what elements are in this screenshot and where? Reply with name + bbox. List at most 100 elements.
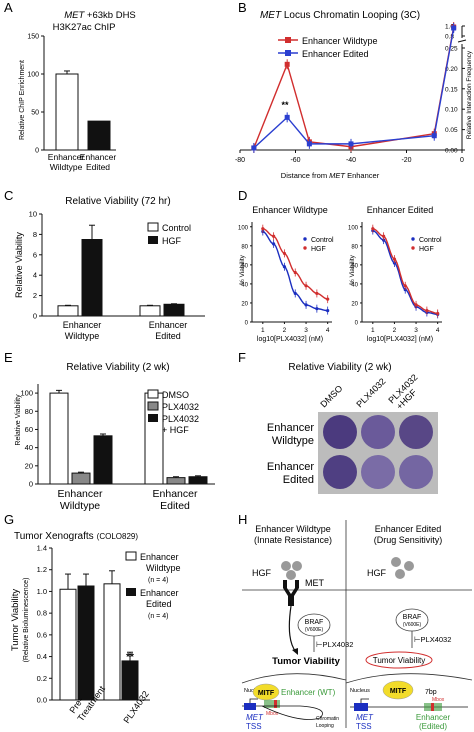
panel-h-enh-edited-2: (Edited) <box>419 722 447 731</box>
panel-g-ytick-label: 1.4 <box>37 544 47 553</box>
panel-g-bar <box>103 583 121 701</box>
nucleus-right <box>345 673 473 684</box>
panel-d-legend-2-control: Control <box>419 237 442 244</box>
panel-a-ytick-label: 50 <box>31 110 39 117</box>
tss-arrow-right <box>360 698 369 703</box>
panel-d-ylabel-1: % Viability <box>239 254 246 285</box>
met-gene-left <box>244 703 256 710</box>
panel-d-ytick-label: 20 <box>351 301 358 307</box>
panel-d-title-2: Enhancer Edited <box>367 205 434 215</box>
panel-a-cat-2-line2: Edited <box>86 162 110 172</box>
panel-g-axes: 0.0 0.2 0.4 0.6 0.8 1.0 1.2 1.4 <box>37 544 150 705</box>
panel-b-legend: Enhancer Wildtype Enhancer Edited <box>278 36 378 59</box>
panel-h-mitf-left: MITF <box>258 690 275 697</box>
panel-h-plx-left: ⊢PLX4032 <box>316 640 353 649</box>
legend-swatch-plx <box>147 401 159 411</box>
panel-f-col-plx: PLX4032 <box>354 376 387 409</box>
panel-d-ytick-label: 0 <box>245 321 249 327</box>
tumor-viability-ring <box>365 651 433 669</box>
panel-g-bar <box>121 660 139 701</box>
plate-well <box>399 455 433 489</box>
chromatin-loop <box>242 705 323 720</box>
panel-c-ytick-label: 6 <box>33 250 37 259</box>
met-signal-arrow <box>288 605 297 653</box>
enhancer-wt-box <box>264 700 280 708</box>
met-signal-arrowhead <box>292 648 298 655</box>
plate-well <box>361 455 395 489</box>
panel-e-ytick-label: 80 <box>25 407 33 416</box>
panel-d-point <box>315 307 319 311</box>
panel-d-xtick-label: 3 <box>304 327 308 334</box>
panel-e-bar <box>93 435 113 485</box>
panel-h: Enhancer Wildtype (Innate Resistance) En… <box>241 520 473 731</box>
panel-h-mitf-right: MITF <box>390 688 407 695</box>
panel-b-series <box>251 22 457 153</box>
panel-d-xlabel-1: log10[PLX4032] (nM) <box>257 336 323 343</box>
panel-d-legend-2-hgf: HGF <box>419 246 434 253</box>
panel-letter-g: G <box>4 512 14 527</box>
tss-arrow-left <box>249 698 258 703</box>
met-gene-right <box>354 703 368 711</box>
panel-a-bar <box>55 73 79 151</box>
panel-b-ytick-label: 1.0 <box>445 24 454 31</box>
panel-g-ytick-label: 0.6 <box>37 630 47 639</box>
panel-c-bars <box>57 224 185 317</box>
panel-e-bar <box>71 472 91 485</box>
panel-d-point <box>436 311 440 316</box>
panel-f-row-2-line2: Edited <box>283 474 314 486</box>
panel-e-group-2-line2: Edited <box>160 500 190 512</box>
panel-e-group-1-line1: Enhancer <box>58 488 103 500</box>
panel-d-point <box>403 284 407 288</box>
panel-e-bar <box>188 476 208 485</box>
panel-c-ytick-label: 4 <box>33 271 37 280</box>
panel-d-point <box>414 303 418 307</box>
panel-h-tss-left: TSS <box>246 722 262 731</box>
panel-d-xtick-label: 4 <box>436 327 440 334</box>
panel-d-point <box>293 291 297 296</box>
panel-b-title: MET Locus Chromatin Looping (3C) <box>260 10 420 21</box>
panel-c-group-1-line1: Enhancer <box>63 320 102 330</box>
hgf-ligand-right-3 <box>395 569 405 579</box>
panel-d-point <box>326 308 330 313</box>
panel-b-xtick-label: -60 <box>290 157 300 164</box>
panel-d-legend-1: Control HGF <box>303 237 334 253</box>
hgf-ligand-left-1 <box>281 561 291 571</box>
panel-d-ytick-label: 0 <box>355 321 359 327</box>
panel-g-ytick-label: 1.2 <box>37 565 47 574</box>
panel-g-legend-wt-1: Enhancer <box>140 552 179 562</box>
panel-e-bars <box>49 389 208 485</box>
panel-letter-e: E <box>4 350 13 365</box>
panel-h-met-gene-left: MET <box>246 713 264 722</box>
panel-g-legend-ed-2: Edited <box>146 599 172 609</box>
panel-h-met: MET <box>305 578 325 588</box>
panel-e-ytick-label: 60 <box>25 425 33 434</box>
panel-b-series-line <box>253 27 455 149</box>
panel-c-ytick-label: 10 <box>29 210 37 219</box>
panel-d-legend-1-hgf: HGF <box>311 246 326 253</box>
panel-h-mbox-right: Mbox <box>432 697 445 703</box>
mbox-left <box>274 700 277 708</box>
plate-well <box>323 455 357 489</box>
panel-h-left-title: Enhancer Wildtype <box>255 524 331 534</box>
legend-swatch-edited <box>285 50 291 56</box>
hgf-ligand-left-3 <box>286 570 296 580</box>
panel-d-point <box>282 251 287 256</box>
panel-b-ytick-label: 0.15 <box>445 86 458 93</box>
panel-b-ytick-label: 0.05 <box>445 127 458 134</box>
panel-g-ytick-label: 0.8 <box>37 609 47 618</box>
panel-d-legend-2: Control HGF <box>411 237 442 253</box>
panel-c-ytick-label: 2 <box>33 291 37 300</box>
legend-swatch-g-wildtype <box>125 551 137 561</box>
panel-g-ytick-label: 0.4 <box>37 652 47 661</box>
panel-d-ytick-label: 60 <box>241 263 248 269</box>
panel-d-xtick-label: 2 <box>393 327 397 334</box>
panel-e-ytick-label: 20 <box>25 461 33 470</box>
panel-g-bars <box>59 570 139 701</box>
panel-b-ytick-label: 0.25 <box>445 46 458 53</box>
panel-letter-c: C <box>4 188 13 203</box>
panel-h-left-sub: (Innate Resistance) <box>254 535 332 545</box>
panel-d-xtick-label: 1 <box>261 327 265 334</box>
panel-h-enh-wt: Enhancer (WT) <box>281 688 336 697</box>
panel-d-point <box>315 291 319 296</box>
panel-e-bar <box>166 477 186 485</box>
